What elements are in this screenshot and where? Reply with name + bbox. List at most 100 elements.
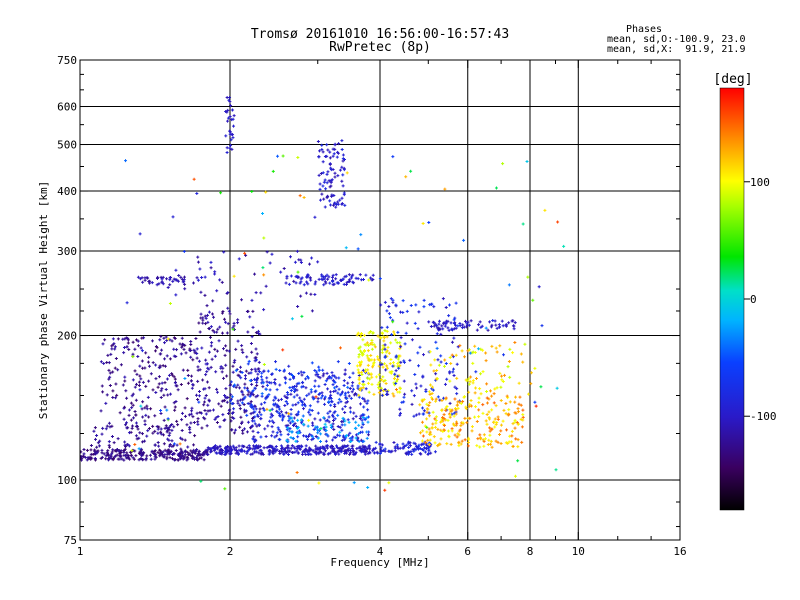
echo-point: [244, 253, 248, 257]
echo-point: [207, 327, 211, 331]
echo-point: [438, 442, 442, 446]
echo-point: [111, 448, 115, 452]
echo-point: [165, 455, 169, 459]
echo-point: [108, 425, 112, 429]
y-tick-label: 750: [57, 54, 77, 67]
echo-point: [439, 428, 443, 432]
echo-point: [183, 438, 187, 442]
echo-point: [114, 382, 118, 386]
echo-point: [331, 418, 335, 422]
echo-point: [259, 452, 263, 456]
echo-point: [129, 450, 133, 454]
echo-point: [243, 408, 247, 412]
echo-point: [361, 368, 365, 372]
echo-point: [449, 362, 453, 366]
echo-point: [316, 375, 320, 379]
echo-point: [348, 436, 352, 440]
echo-point: [254, 395, 258, 399]
echo-point: [136, 427, 140, 431]
echo-point: [132, 457, 136, 461]
echo-point: [173, 381, 177, 385]
echo-point: [331, 413, 335, 417]
echo-point: [319, 198, 323, 202]
echo-point: [433, 450, 437, 454]
echo-point: [436, 395, 440, 399]
echo-point: [207, 310, 211, 314]
echo-point: [310, 434, 314, 438]
echo-point: [425, 430, 429, 434]
echo-point: [253, 386, 257, 390]
echo-point: [346, 400, 350, 404]
echo-point: [147, 426, 151, 430]
echo-point: [246, 388, 250, 392]
echo-point: [400, 400, 404, 404]
echo-point: [153, 453, 157, 457]
echo-point: [467, 348, 471, 352]
echo-point: [494, 422, 498, 426]
echo-point: [404, 443, 408, 447]
echo-point: [436, 444, 440, 448]
echo-point: [440, 419, 444, 423]
echo-point: [249, 452, 253, 456]
echo-point: [239, 376, 243, 380]
echo-point: [151, 388, 155, 392]
echo-point: [165, 430, 169, 434]
echo-point: [369, 354, 373, 358]
echo-point: [287, 419, 291, 423]
echo-point: [420, 420, 424, 424]
echo-point: [379, 378, 383, 382]
echo-point: [398, 446, 402, 450]
echo-point: [296, 435, 300, 439]
echo-point: [274, 367, 278, 371]
echo-point: [476, 347, 480, 351]
echo-point: [204, 394, 208, 398]
echo-point: [434, 397, 438, 401]
echo-point: [437, 319, 441, 323]
echo-point: [168, 283, 172, 287]
echo-point: [162, 418, 166, 422]
echo-point: [302, 402, 306, 406]
echo-point: [336, 360, 340, 364]
echo-point: [137, 458, 141, 462]
echo-point: [160, 277, 164, 281]
echo-point: [363, 399, 367, 403]
echo-point: [437, 322, 441, 326]
echo-point: [325, 143, 329, 147]
echo-point: [302, 434, 306, 438]
echo-point: [322, 416, 326, 420]
echo-point: [265, 446, 269, 450]
echo-point: [184, 351, 188, 355]
echo-point: [204, 316, 208, 320]
echo-point: [426, 445, 430, 449]
echo-point: [447, 435, 451, 439]
echo-point: [309, 452, 313, 456]
echo-point: [450, 328, 454, 332]
echo-point: [483, 437, 487, 441]
echo-point: [172, 347, 176, 351]
echo-point: [424, 388, 428, 392]
echo-point: [215, 451, 219, 455]
echo-point: [237, 257, 241, 261]
echo-point: [169, 276, 173, 280]
echo-point: [299, 294, 303, 298]
echo-point: [202, 403, 206, 407]
echo-point: [353, 426, 357, 430]
echo-point: [189, 412, 193, 416]
echo-point: [251, 411, 255, 415]
echo-point: [168, 302, 172, 306]
echo-point: [529, 371, 533, 375]
echo-point: [407, 446, 411, 450]
echo-point: [114, 396, 118, 400]
echo-point: [226, 119, 230, 123]
echo-point: [529, 382, 533, 386]
echo-point: [333, 452, 337, 456]
echo-point: [166, 393, 170, 397]
echo-point: [118, 411, 122, 415]
echo-point: [466, 349, 470, 353]
echo-point: [116, 457, 120, 461]
echo-point: [355, 333, 359, 337]
echo-point: [461, 421, 465, 425]
echo-point: [358, 381, 362, 385]
echo-point: [131, 378, 135, 382]
echo-point: [305, 394, 309, 398]
